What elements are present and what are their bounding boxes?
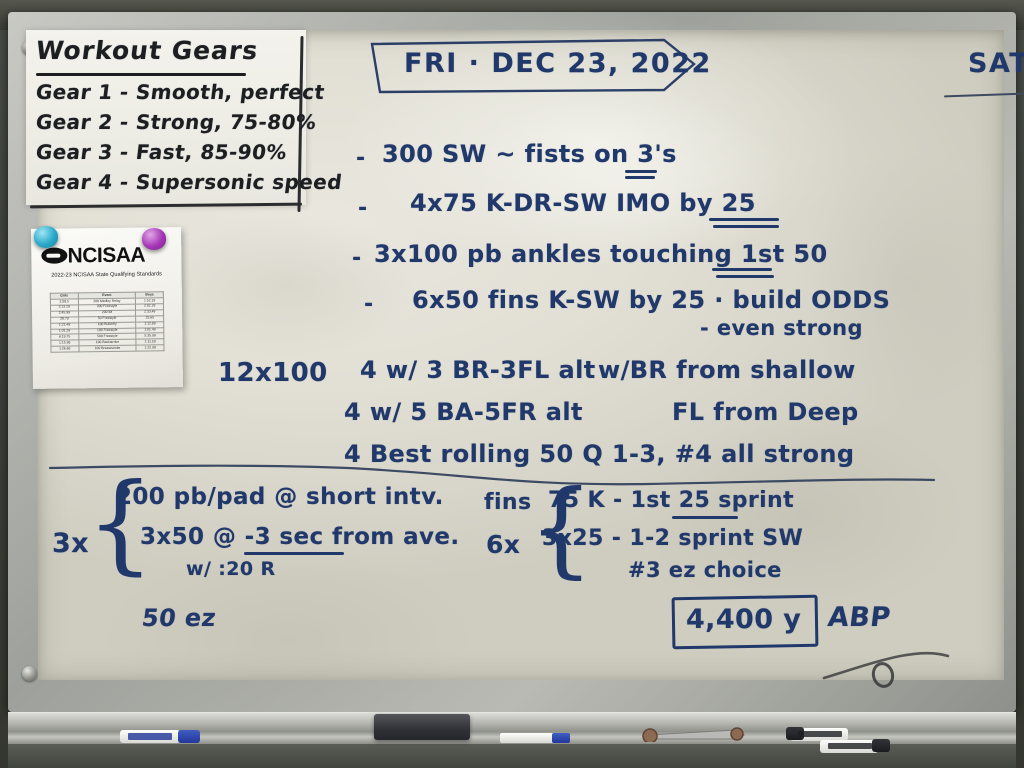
warmup-underline-1a	[625, 170, 657, 173]
gear-line-3: Gear 3 - Fast, 85-90%	[34, 140, 289, 164]
wrench-tool[interactable]	[640, 726, 750, 742]
marker-black-label-2	[828, 743, 872, 749]
warmup-dash-2: -	[358, 196, 368, 221]
warmup-line-3: 3x100 pb ankles touching 1st 50	[374, 240, 828, 268]
bottom-right-brace: {	[528, 467, 595, 589]
warmup-underline-2b	[713, 225, 779, 228]
board-smudge	[98, 550, 478, 730]
next-day-label: SAT	[968, 48, 1024, 79]
ncisaa-flyer[interactable]: NCISAA 2022-23 NCISAA State Qualifying S…	[31, 227, 183, 389]
main-set-line-2-right: FL from Deep	[672, 398, 859, 426]
bottom-left-line-1: 200 pb/pad @ short intv.	[116, 484, 444, 510]
magnet-magenta[interactable]	[142, 228, 166, 250]
ghost-swoosh-mark	[822, 651, 950, 680]
main-set-line-1-right: w/BR from shallow	[598, 356, 856, 384]
main-set-line-3: 4 Best rolling 50 Q 1-3, #4 all strong	[344, 440, 855, 468]
marker-blue-cap-2[interactable]	[552, 733, 570, 743]
marker-black-cap-2[interactable]	[872, 739, 890, 752]
section-divider	[48, 464, 936, 486]
gear-line-1: Gear 1 - Smooth, perfect	[34, 80, 327, 104]
gears-title: Workout Gears	[34, 36, 261, 65]
ncisaa-subtitle: 2022-23 NCISAA State Qualifying Standard…	[51, 271, 162, 279]
bottom-left-underline	[244, 552, 344, 555]
bottom-right-line-2: 3x25 - 1-2 sprint SW	[542, 526, 804, 551]
main-set-line-2-left: 4 w/ 5 BA-5FR alt	[344, 398, 583, 426]
magnet-cyan[interactable]	[34, 226, 58, 248]
whiteboard-eraser[interactable]	[374, 714, 470, 740]
cooldown-label: 50 ez	[140, 604, 218, 632]
warmup-underline-2a	[709, 218, 779, 221]
board-smudge	[158, 210, 418, 360]
bottom-right-equipment: fins	[484, 490, 532, 515]
gear-line-4: Gear 4 - Supersonic speed	[34, 170, 344, 194]
table-cell: 100 Breaststroke	[78, 345, 137, 353]
bottom-right-multiplier: 6x	[486, 530, 521, 559]
ncisaa-standards-table: Girls Event Boys 2:08.5 200 Medley Relay 1…	[50, 291, 165, 353]
bottom-right-line-1: 75 K - 1st 25 sprint	[548, 488, 795, 513]
main-set-label: 12x100	[218, 358, 328, 388]
warmup-annotation: - even strong	[700, 316, 863, 340]
date-banner-text: FRI · DEC 23, 2022	[404, 48, 712, 79]
warmup-line-1: 300 SW ~ fists on 3's	[382, 140, 677, 168]
bottom-right-underline	[672, 516, 738, 519]
coach-initials: ABP	[826, 602, 893, 633]
table-cell: 1:26.69	[50, 346, 79, 353]
frame-screw-bottom-left	[22, 666, 37, 681]
table-cell: 1:22.99	[136, 345, 165, 352]
main-set-line-1-left: 4 w/ 3 BR-3FL alt	[360, 356, 596, 384]
warmup-underline-1b	[625, 176, 655, 179]
warmup-line-4: 6x50 fins K-SW by 25 · build ODDS	[412, 286, 891, 314]
workout-gears-sign	[26, 30, 306, 205]
marker-blue-cap[interactable]	[178, 730, 200, 743]
bottom-left-line-3: w/ :20 R	[186, 558, 276, 580]
bottom-left-brace: {	[86, 461, 155, 586]
warmup-line-2: 4x75 K-DR-SW IMO by 25	[410, 189, 756, 217]
table-row: 1:26.69 100 Breaststroke 1:22.99	[50, 345, 165, 353]
warmup-underline-3a	[712, 268, 772, 271]
bottom-left-line-2: 3x50 @ -3 sec from ave.	[140, 524, 460, 550]
bottom-left-multiplier: 3x	[52, 528, 90, 559]
gears-title-underline	[36, 73, 246, 76]
marker-black-label-1	[798, 731, 842, 737]
date-banner-shape	[370, 38, 696, 94]
marker-blue-label	[128, 733, 172, 740]
bottom-right-line-3: #3 ez choice	[628, 558, 782, 582]
total-yardage: 4,400 y	[686, 604, 802, 635]
gear-line-2: Gear 2 - Strong, 75-80%	[34, 110, 318, 134]
warmup-underline-3b	[716, 275, 774, 278]
warmup-dash-1: -	[356, 146, 366, 171]
marker-blue-body-2[interactable]	[500, 733, 556, 743]
warmup-dash-3: -	[352, 246, 362, 271]
warmup-dash-4: -	[364, 292, 374, 317]
